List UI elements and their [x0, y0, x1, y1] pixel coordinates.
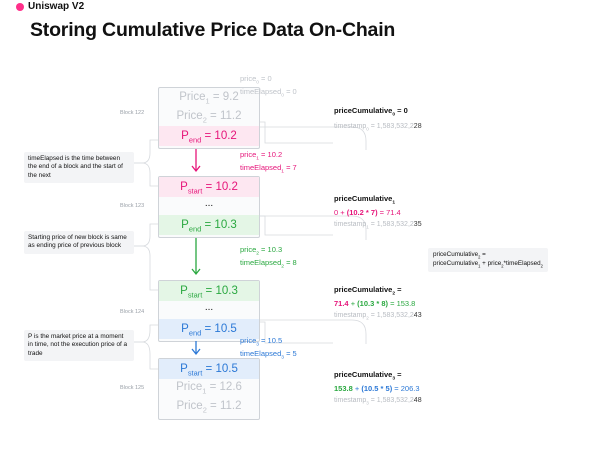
- note-time-elapsed: timeElapsed is the time between the end …: [24, 152, 134, 183]
- interval-3: price3 = 10.5 timeElapsed3 = 5: [240, 336, 297, 361]
- block-125: Pstart = 10.5 Price1 = 12.6 Price2 = 11.…: [158, 358, 260, 420]
- block-124: Pstart = 10.3 ... Pend = 10.5: [158, 280, 260, 342]
- interval-0: price0 = 0 timeElapsed0 = 0: [240, 74, 297, 99]
- brand-logo: Uniswap V2: [16, 1, 84, 12]
- block-label: Block 125: [120, 385, 145, 391]
- cumulative-0: priceCumulative0 = 0 timestamp0 = 1,583,…: [334, 106, 422, 131]
- interval-1: price1 = 10.2 timeElapsed1 = 7: [240, 150, 297, 175]
- block-label: Block 123: [120, 203, 145, 209]
- cumulative-2: priceCumulative2 = 71.4 + (10.3 * 8) = 1…: [334, 285, 422, 320]
- note-starting-price: Starting price of new block is same as e…: [24, 231, 134, 254]
- block-row: ...: [204, 302, 214, 313]
- block-row: Pstart = 10.2: [159, 177, 259, 197]
- page-title: Storing Cumulative Price Data On-Chain: [30, 19, 396, 41]
- cumulative-3: priceCumulative3 = 153.8 + (10.5 * 5) = …: [334, 370, 422, 405]
- block-row: Pend = 10.5: [159, 319, 259, 339]
- block-row: Pend = 10.3: [159, 215, 259, 235]
- block-row: Price2 = 11.2: [176, 400, 242, 415]
- formula-callout: priceCumulative2 = priceCumulative1 + pr…: [428, 248, 548, 272]
- cumulative-1: priceCumulative1 0 + (10.2 * 7) = 71.4 t…: [334, 194, 422, 229]
- block-row: Price2 = 11.2: [176, 110, 242, 125]
- block-row: ...: [204, 198, 214, 209]
- brand-name: Uniswap V2: [28, 1, 85, 12]
- block-row: Price1 = 9.2: [179, 91, 239, 106]
- note-market-price: P is the market price at a moment in tim…: [24, 330, 134, 361]
- block-row: Pstart = 10.5: [159, 359, 259, 379]
- block-122: Price1 = 9.2 Price2 = 11.2 Pend = 10.2: [158, 87, 260, 149]
- block-label: Block 122: [120, 110, 145, 116]
- block-123: Pstart = 10.2 ... Pend = 10.3: [158, 176, 260, 238]
- arrow-down-icon: [191, 238, 201, 276]
- uniswap-logo-icon: [16, 2, 24, 11]
- block-row: Pend = 10.2: [159, 126, 259, 146]
- arrow-down-icon: [191, 341, 201, 356]
- block-label: Block 124: [120, 309, 145, 315]
- block-row: Price1 = 12.6: [176, 381, 242, 396]
- interval-2: price2 = 10.3 timeElapsed2 = 8: [240, 245, 297, 270]
- arrow-down-icon: [191, 149, 201, 173]
- block-row: Pstart = 10.3: [159, 281, 259, 301]
